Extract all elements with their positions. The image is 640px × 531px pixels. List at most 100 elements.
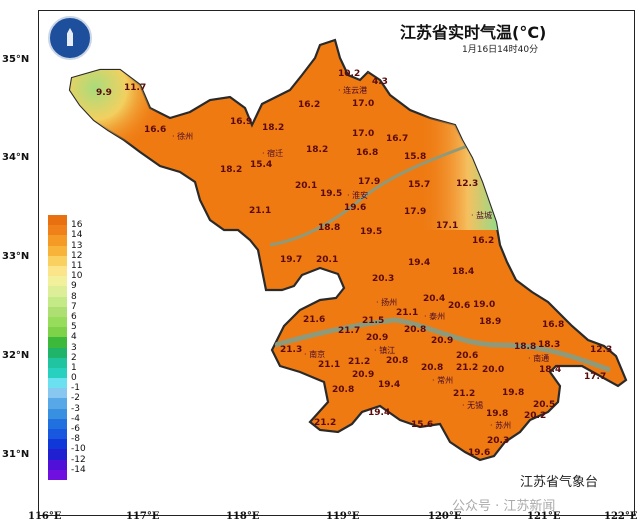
station-temperature: 20.8 — [421, 363, 444, 373]
station-temperature: 19.0 — [473, 300, 496, 310]
legend-swatch — [48, 276, 67, 287]
city-label: · 南通 — [528, 354, 550, 363]
station-temperature: 20.3 — [372, 274, 395, 284]
station-temperature: 19.5 — [320, 189, 343, 199]
yangtze-river — [274, 317, 611, 373]
lon-label: 118°E — [226, 511, 260, 522]
station-temperature: 17.0 — [352, 99, 375, 109]
legend-label: -12 — [71, 454, 86, 465]
station-temperature: 21.2 — [314, 418, 337, 428]
station-temperature: 16.8 — [542, 320, 565, 330]
legend-swatch — [48, 469, 67, 481]
legend-label: 4 — [71, 332, 77, 343]
legend-swatch — [48, 449, 67, 461]
station-temperature: 16.9 — [230, 117, 253, 127]
legend-label: -4 — [71, 413, 80, 424]
legend-label: 8 — [71, 291, 77, 302]
legend-swatch — [48, 255, 67, 267]
station-temperature: 20.5 — [533, 400, 556, 410]
station-temperature: 17.1 — [436, 221, 459, 231]
station-temperature: 21.6 — [303, 315, 326, 325]
station-temperature: 19.4 — [408, 258, 431, 268]
lat-label: 34°N — [2, 152, 30, 163]
city-label: · 无锡 — [462, 401, 484, 410]
city-label: · 宿迁 — [262, 149, 284, 158]
legend-swatch — [48, 245, 67, 257]
station-temperature: 20.3 — [487, 436, 510, 446]
station-temperature: 19.6 — [344, 203, 367, 213]
station-temperature: 16.2 — [472, 236, 495, 246]
legend-swatch — [48, 459, 67, 471]
city-label: · 徐州 — [172, 132, 194, 141]
lat-label: 32°N — [2, 350, 30, 361]
legend-label: 1 — [71, 362, 77, 373]
station-temperature: 20.6 — [456, 351, 479, 361]
legend-label: 3 — [71, 342, 77, 353]
legend-label: 5 — [71, 322, 77, 333]
station-temperature: 18.8 — [514, 342, 537, 352]
station-temperature: 20.4 — [423, 294, 446, 304]
lon-label: 121°E — [527, 511, 561, 522]
legend-label: 9 — [71, 281, 77, 292]
station-temperature: 18.9 — [479, 317, 502, 327]
lat-label: 33°N — [2, 251, 30, 262]
station-temperature: 16.2 — [298, 100, 321, 110]
station-temperature: 15.4 — [250, 160, 273, 170]
lat-label: 31°N — [2, 449, 30, 460]
station-temperature: 21.7 — [338, 326, 361, 336]
lon-label: 120°E — [428, 511, 462, 522]
legend-swatch — [48, 418, 67, 430]
station-temperature: 19.8 — [502, 388, 525, 398]
station-temperature: 20.6 — [448, 301, 471, 311]
station-temperature: 20.8 — [332, 385, 355, 395]
lon-label: 119°E — [326, 511, 360, 522]
legend-label: 2 — [71, 352, 77, 363]
station-temperature: 11.7 — [124, 83, 147, 93]
station-temperature: 18.2 — [220, 165, 243, 175]
legend-label: 0 — [71, 373, 77, 384]
legend-swatch — [48, 367, 67, 379]
station-temperature: 20.1 — [295, 181, 318, 191]
station-temperature: 16.7 — [386, 134, 409, 144]
station-temperature: 21.1 — [396, 308, 419, 318]
station-temperature: 20.9 — [366, 333, 389, 343]
legend-label: -3 — [71, 403, 80, 414]
huai-river — [269, 138, 501, 247]
station-temperature: 17.0 — [352, 129, 375, 139]
station-temperature: 15.6 — [411, 420, 434, 430]
station-temperature: 20.9 — [352, 370, 375, 380]
meteorological-bureau-logo — [48, 16, 92, 60]
station-temperature: 15.8 — [404, 152, 427, 162]
legend-swatch — [48, 357, 67, 369]
legend-label: 14 — [71, 230, 83, 241]
lon-label: 122°E — [604, 511, 638, 522]
lon-label: 117°E — [126, 511, 160, 522]
legend-label: -10 — [71, 444, 86, 455]
legend-swatch — [48, 306, 67, 318]
map-title: 江苏省实时气温(°C) — [400, 23, 547, 42]
legend-swatch — [48, 439, 67, 450]
station-temperature: 12.3 — [456, 179, 479, 189]
legend-label: 16 — [71, 220, 83, 231]
station-temperature: 9.9 — [96, 88, 112, 98]
station-temperature: 16.6 — [144, 125, 167, 135]
legend-swatch — [48, 378, 67, 389]
city-label: · 淮安 — [347, 191, 369, 200]
city-label: · 盐城 — [471, 211, 493, 220]
station-temperature: 20.9 — [431, 336, 454, 346]
station-temperature: 19.4 — [368, 408, 391, 418]
city-label: · 扬州 — [376, 298, 398, 307]
legend-swatch — [48, 225, 67, 236]
legend-label: 7 — [71, 301, 77, 312]
legend-swatch — [48, 337, 67, 348]
legend-swatch — [48, 347, 67, 359]
legend-label: 6 — [71, 311, 77, 322]
station-temperature: 15.7 — [408, 180, 431, 190]
station-temperature: 19.8 — [486, 409, 509, 419]
city-label: · 南京 — [304, 350, 326, 359]
legend-label: 13 — [71, 240, 83, 251]
legend-label: 12 — [71, 250, 83, 261]
station-temperature: 19.5 — [360, 227, 383, 237]
legend-label: -8 — [71, 434, 80, 445]
station-temperature: 4.3 — [372, 77, 388, 87]
